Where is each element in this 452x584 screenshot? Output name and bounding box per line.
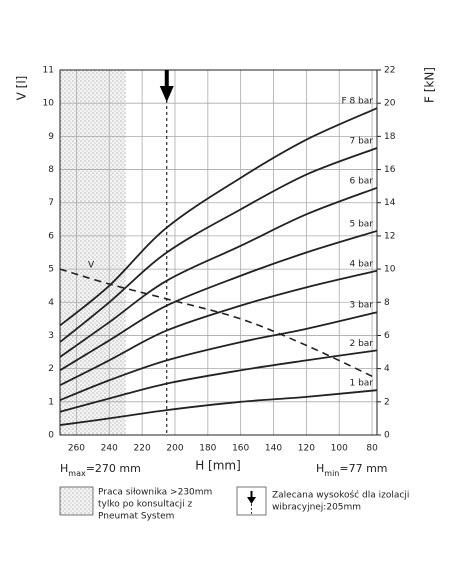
hmin-label-base: H [316,462,324,475]
series-label: 3 bar [349,301,373,311]
force-curve [59,349,378,413]
y-tick-label: 2 [48,364,54,374]
force-curve [59,186,378,358]
legend-hatch-text: tylko po konsultacji z [98,500,193,510]
legend-hatch-text: Praca siłownika >230mm [98,488,212,498]
y-tick-label: 0 [48,431,54,441]
force-curve [59,311,378,401]
y-tick-label: 1 [48,397,54,407]
y-tick-label: 3 [48,331,54,341]
hmax-label-rest: =270 mm [86,462,141,475]
y-tick-label: 8 [48,165,54,175]
x-tick-label: 200 [166,444,183,454]
x-tick-label: 120 [298,444,315,454]
legend-arrow-text: Zalecana wysokość dla izolacji [272,490,409,501]
y-tick-label: 5 [48,265,54,275]
legend: Praca siłownika >230mm tylko po konsultac… [59,486,409,522]
legend-arrow-head [247,497,256,504]
series-label: 2 bar [349,339,373,349]
x-tick-label: 260 [68,444,85,454]
series-label: 1 bar [349,379,373,389]
series-label: 6 bar [349,176,373,186]
y2-tick-label: 18 [384,132,396,142]
y2-tick-label: 8 [384,298,390,308]
hmin-label: Hmin=77 mm [316,462,388,478]
plot-frame [59,69,378,436]
y2-tick-label: 0 [384,431,390,441]
y2-tick-label: 12 [384,231,395,241]
x-tick-label: 240 [101,444,118,454]
legend-hatch-text: Pneumat System [98,512,174,522]
x-tick-label: 180 [199,444,216,454]
force-curve [59,269,378,387]
y2-tick-label: 10 [384,265,396,275]
hatched-region [60,70,126,435]
y2-tick-label: 20 [384,99,396,109]
hmax-label-sub: max [68,469,86,478]
y-tick-label: 6 [48,231,54,241]
x-tick-label: 80 [366,444,378,454]
recommended-arrow-head [159,86,174,102]
x-tick-label: 100 [331,444,348,454]
legend-arrow-text: wibracyjnej:205mm [272,503,361,513]
hmin-label-sub: min [324,469,339,478]
force-curve [59,389,378,426]
series-label: V [88,261,95,271]
y-axis-title: V [l] [15,76,29,101]
v-line [59,268,378,380]
x-tick-label: 220 [134,444,151,454]
hmax-label: Hmax=270 mm [60,462,141,478]
x-tick-label: 140 [265,444,282,454]
force-curve [59,230,378,372]
y2-tick-label: 22 [384,66,395,76]
series-label: F 8 bar [341,97,373,107]
y-tick-label: 9 [48,132,54,142]
y2-tick-label: 4 [384,364,390,374]
force-curve [59,107,378,327]
series-label: 4 bar [349,259,373,269]
hmax-label-base: H [60,462,68,475]
legend-hatch-swatch [59,486,94,516]
y-tick-label: 10 [43,99,55,109]
y-tick-label: 4 [48,298,54,308]
y2-tick-label: 16 [384,165,396,175]
series-label: 7 bar [349,136,373,146]
y2-tick-label: 2 [384,397,390,407]
y-tick-label: 11 [43,66,54,76]
force-curve [59,147,378,343]
series-label: 5 bar [349,219,373,229]
y-tick-label: 7 [48,198,54,208]
y2-tick-label: 6 [384,331,390,341]
x-tick-label: 160 [232,444,249,454]
y2-axis-title: F [kN] [423,67,437,103]
y2-tick-label: 14 [384,198,396,208]
hmin-label-rest: =77 mm [339,462,387,475]
x-axis-title: H [mm] [195,459,241,473]
